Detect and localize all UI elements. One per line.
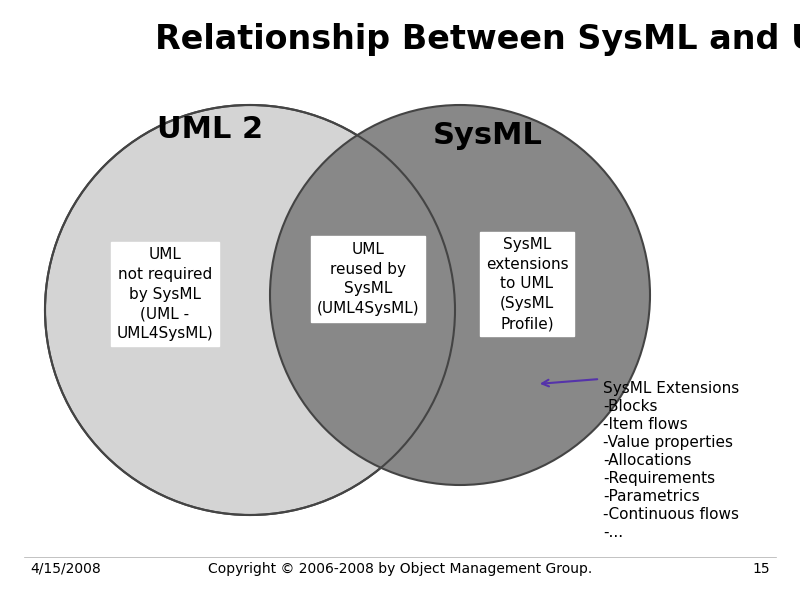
Text: -Blocks: -Blocks: [603, 399, 658, 414]
Text: SysML
extensions
to UML
(SysML
Profile): SysML extensions to UML (SysML Profile): [486, 237, 568, 331]
Text: UML
reused by
SysML
(UML4SysML): UML reused by SysML (UML4SysML): [317, 242, 419, 316]
Text: UML 2: UML 2: [157, 114, 263, 144]
Text: 4/15/2008: 4/15/2008: [30, 562, 101, 576]
Text: -Requirements: -Requirements: [603, 471, 715, 486]
Text: UML
not required
by SysML
(UML -
UML4SysML): UML not required by SysML (UML - UML4Sys…: [117, 247, 214, 341]
Text: Copyright © 2006-2008 by Object Management Group.: Copyright © 2006-2008 by Object Manageme…: [208, 562, 592, 576]
Text: 15: 15: [752, 562, 770, 576]
Text: SysML: SysML: [433, 121, 543, 151]
Text: -...: -...: [603, 525, 623, 540]
Text: -Parametrics: -Parametrics: [603, 489, 700, 504]
Text: -Allocations: -Allocations: [603, 453, 691, 468]
Text: Relationship Between SysML and UML: Relationship Between SysML and UML: [155, 24, 800, 57]
Text: -Continuous flows: -Continuous flows: [603, 507, 739, 522]
Text: SysML Extensions: SysML Extensions: [603, 381, 739, 396]
Text: -Item flows: -Item flows: [603, 417, 688, 432]
Text: -Value properties: -Value properties: [603, 435, 733, 450]
Circle shape: [270, 105, 650, 485]
Circle shape: [45, 105, 455, 515]
